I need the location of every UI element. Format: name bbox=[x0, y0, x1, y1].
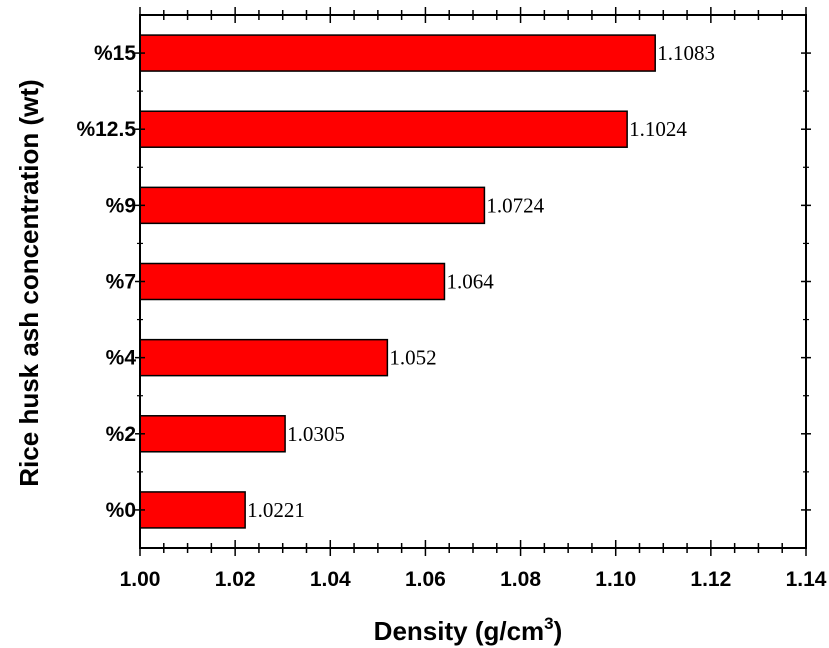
y-tick-label: %12.5 bbox=[76, 118, 136, 141]
bar bbox=[139, 34, 656, 72]
x-tick-label: 1.00 bbox=[120, 568, 161, 591]
bar bbox=[139, 491, 246, 529]
x-tick-label: 1.06 bbox=[405, 568, 446, 591]
bar bbox=[139, 186, 486, 225]
x-tick-label: 1.14 bbox=[786, 568, 827, 591]
y-tick-label: %7 bbox=[106, 271, 136, 294]
y-tick-label: %15 bbox=[94, 42, 136, 65]
plot-frame bbox=[139, 14, 807, 549]
data-label: 1.064 bbox=[446, 270, 494, 294]
data-label: 1.1083 bbox=[657, 41, 715, 65]
x-tick-label: 1.08 bbox=[500, 568, 541, 591]
data-label: 1.1024 bbox=[629, 117, 687, 141]
x-tick-label: 1.02 bbox=[215, 568, 256, 591]
y-tick-label: %4 bbox=[106, 347, 137, 370]
x-tick-label: 1.12 bbox=[690, 568, 731, 591]
bars-group bbox=[139, 34, 656, 529]
data-label: 1.052 bbox=[389, 346, 436, 370]
bar bbox=[139, 338, 389, 377]
data-label: 1.0221 bbox=[247, 498, 305, 522]
bar bbox=[139, 415, 286, 453]
data-label: 1.0724 bbox=[486, 193, 544, 217]
data-label: 1.0305 bbox=[287, 422, 345, 446]
bar bbox=[139, 110, 628, 148]
x-axis-title-main: Density (g/cm bbox=[374, 616, 545, 646]
x-axis-title-superscript: 3 bbox=[544, 614, 553, 633]
x-axis-title-suffix: ) bbox=[554, 616, 563, 646]
labels-group: 1.0221 %0 1.0305 %2 1.052 %4 1.064 %7 1.0724 %9 1.… bbox=[76, 41, 826, 591]
y-tick-label: %0 bbox=[106, 499, 136, 522]
y-tick-label: %9 bbox=[106, 194, 136, 217]
x-axis-title: Density (g/cm3) bbox=[374, 614, 563, 646]
x-tick-label: 1.10 bbox=[595, 568, 636, 591]
y-axis-title: Rice husk ash concentration (wt) bbox=[14, 79, 44, 486]
y-tick-label: %2 bbox=[106, 423, 136, 446]
x-tick-label: 1.04 bbox=[310, 568, 351, 591]
bar bbox=[139, 262, 446, 301]
